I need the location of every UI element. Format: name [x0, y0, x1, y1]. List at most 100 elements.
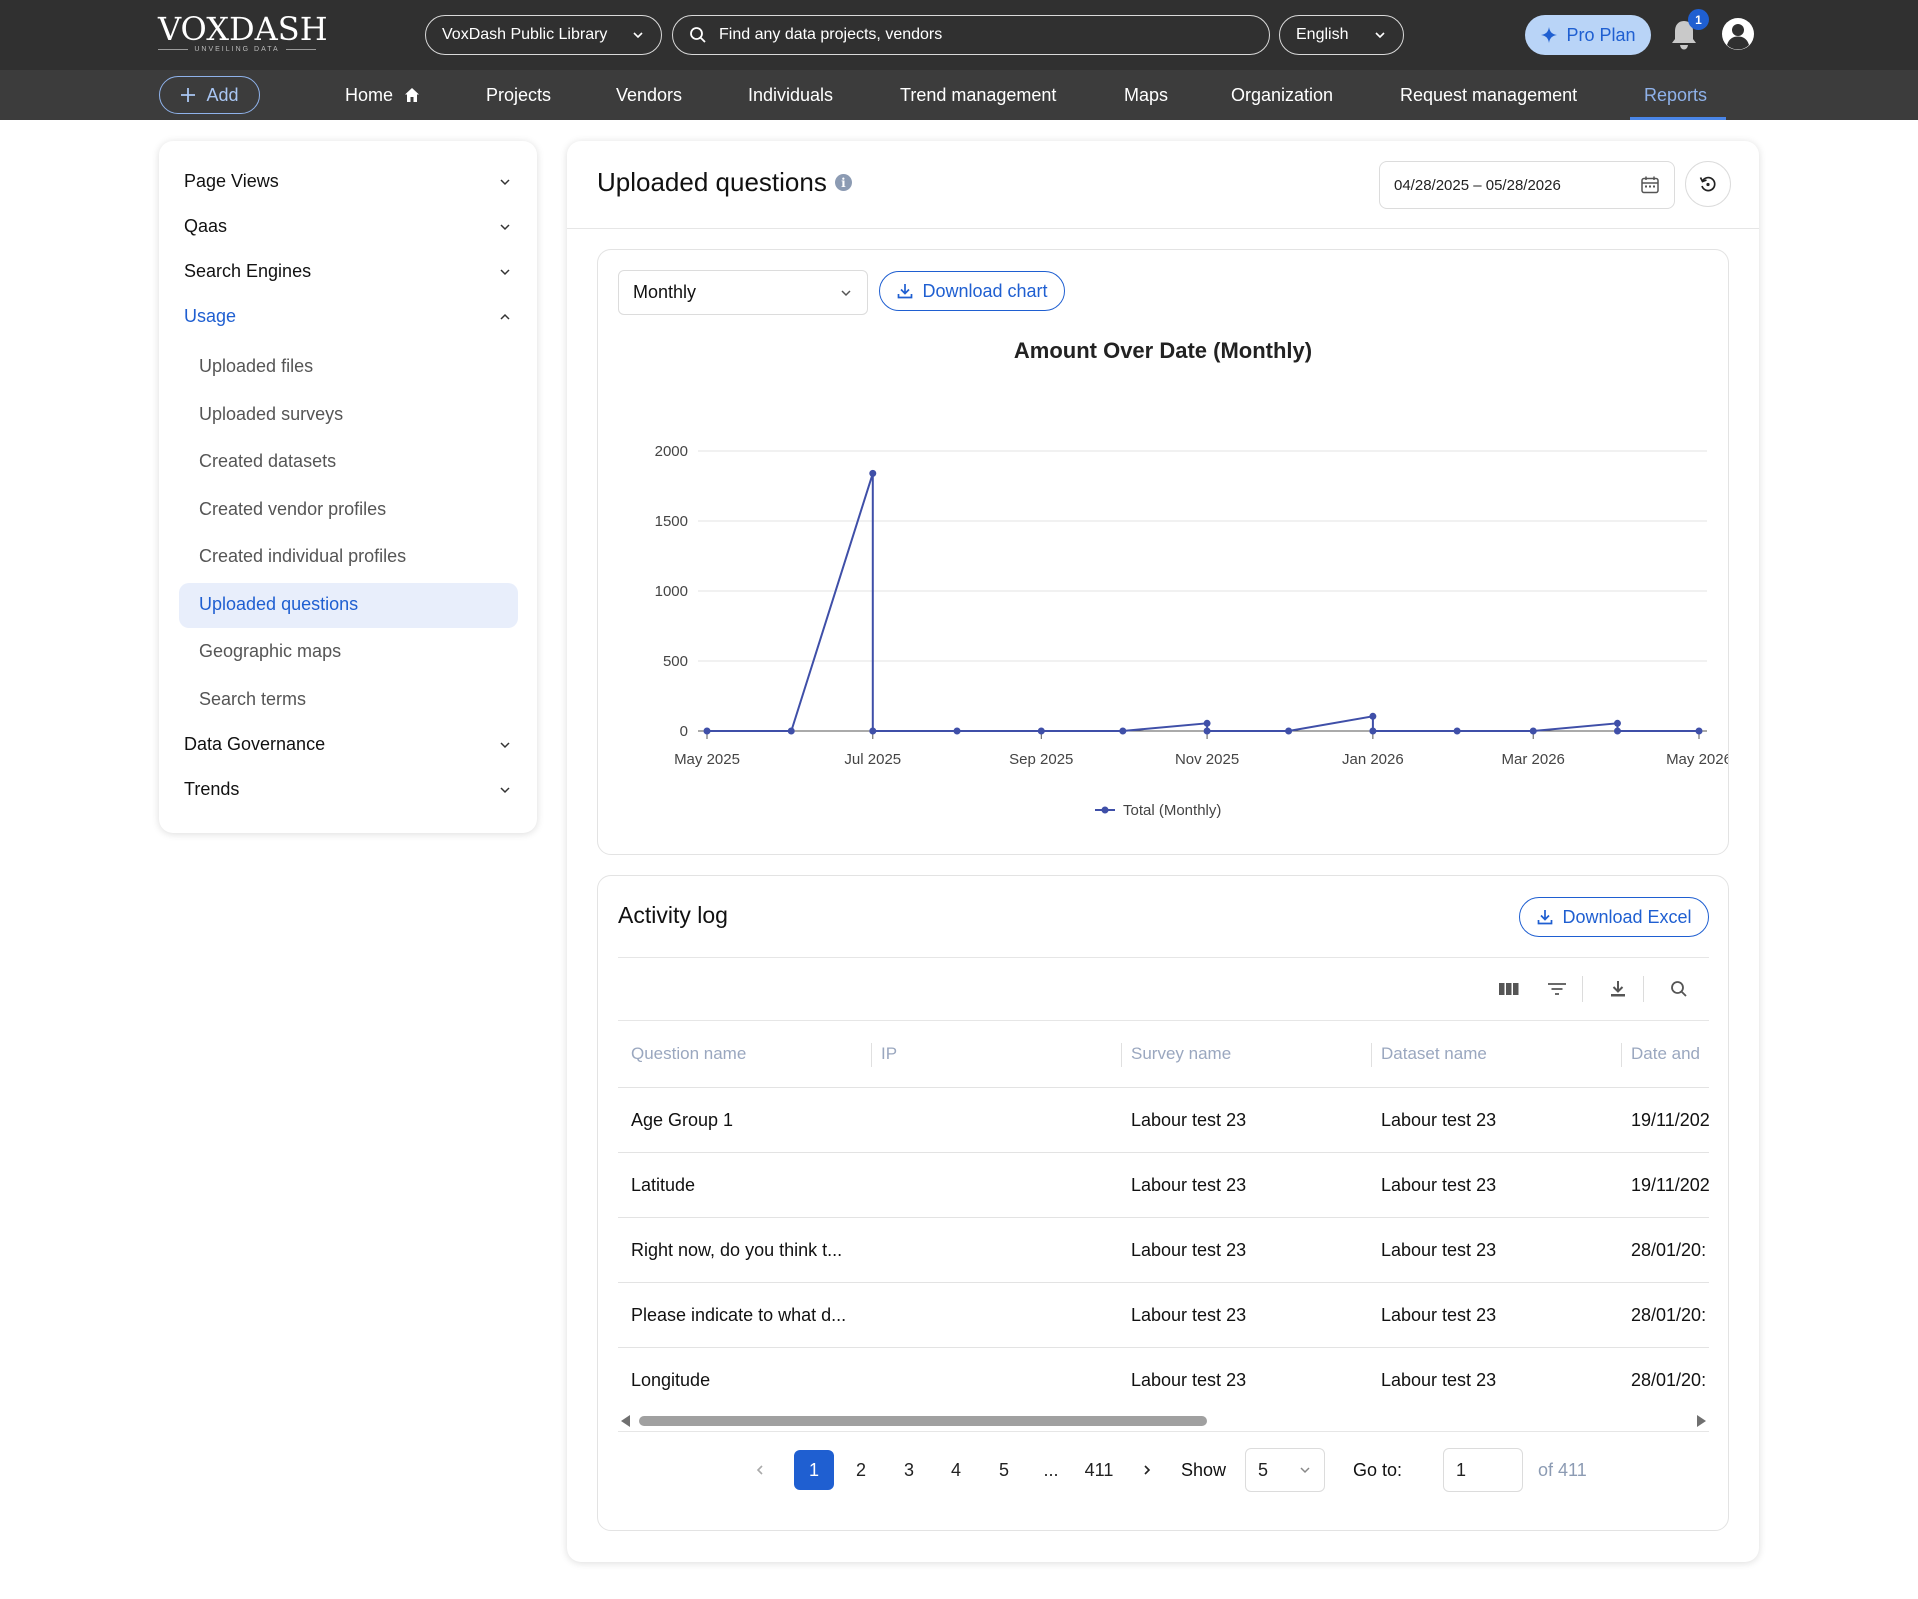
- table-row[interactable]: Age Group 1 Labour test 23 Labour test 2…: [618, 1087, 1709, 1152]
- horizontal-scrollbar[interactable]: [618, 1414, 1709, 1428]
- reset-button[interactable]: [1685, 161, 1731, 207]
- column-header-dataset-name[interactable]: Dataset name: [1381, 1044, 1487, 1063]
- column-divider[interactable]: [871, 1043, 872, 1067]
- page-size-select[interactable]: 5: [1245, 1448, 1325, 1492]
- export-icon[interactable]: [1605, 976, 1631, 1002]
- column-header-ip[interactable]: IP: [881, 1044, 898, 1063]
- scrollbar-thumb[interactable]: [639, 1416, 1207, 1426]
- nav-item-trend-management[interactable]: Trend management: [900, 84, 1057, 105]
- library-select[interactable]: VoxDash Public Library: [425, 15, 662, 55]
- sidebar-item-created-datasets[interactable]: Created datasets: [199, 451, 337, 471]
- nav-item-vendors[interactable]: Vendors: [616, 84, 683, 105]
- date-range-picker[interactable]: 04/28/2025 – 05/28/2026: [1379, 161, 1675, 209]
- home-icon: [405, 88, 420, 102]
- nav-item-organization[interactable]: Organization: [1231, 84, 1334, 105]
- sidebar-item-created-vendor-profiles[interactable]: Created vendor profiles: [199, 499, 387, 519]
- y-tick-label: 0: [680, 723, 688, 740]
- sidebar-group-label: Qaas: [184, 216, 228, 236]
- page-button-4[interactable]: 4: [950, 1459, 961, 1480]
- table-row[interactable]: Latitude Labour test 23 Labour test 23 1…: [618, 1152, 1709, 1217]
- nav-item-request-management[interactable]: Request management: [1400, 84, 1578, 105]
- sidebar-group-search-engines[interactable]: Search Engines: [184, 261, 512, 282]
- page-title-row: Uploaded questions i: [597, 167, 852, 198]
- divider: [1582, 976, 1583, 1002]
- table-row[interactable]: Please indicate to what d... Labour test…: [618, 1282, 1709, 1347]
- sidebar-item-uploaded-surveys[interactable]: Uploaded surveys: [199, 404, 344, 424]
- nav-item-home[interactable]: Home: [345, 70, 421, 120]
- nav-item-maps[interactable]: Maps: [1124, 84, 1169, 105]
- sidebar-group-trends[interactable]: Trends: [184, 779, 512, 800]
- column-header-date[interactable]: Date and: [1631, 1044, 1700, 1063]
- sidebar-item-uploaded-questions[interactable]: Uploaded questions: [199, 594, 359, 614]
- y-tick-label: 500: [663, 653, 688, 670]
- add-button[interactable]: Add: [159, 76, 260, 114]
- data-point: [1119, 727, 1127, 735]
- page-button-2[interactable]: 2: [855, 1459, 866, 1480]
- column-header-survey-name[interactable]: Survey name: [1131, 1044, 1232, 1063]
- nav-item-individuals[interactable]: Individuals: [748, 84, 834, 105]
- goto-page-input[interactable]: [1443, 1448, 1523, 1492]
- filter-icon[interactable]: [1544, 976, 1570, 1002]
- table-row[interactable]: Right now, do you think t... Labour test…: [618, 1217, 1709, 1282]
- data-point: [1203, 719, 1211, 727]
- column-divider[interactable]: [1371, 1043, 1372, 1067]
- download-excel-button[interactable]: Download Excel: [1519, 897, 1709, 937]
- sidebar-group-usage[interactable]: Usage: [184, 306, 512, 327]
- sidebar-group-page-views[interactable]: Page Views: [184, 171, 512, 192]
- period-select[interactable]: Monthly: [618, 270, 868, 315]
- cell-question-name: Age Group 1: [631, 1110, 734, 1130]
- divider: [158, 49, 189, 50]
- data-point: [1037, 727, 1045, 735]
- main-nav: Add Home Projects Vendors Individuals Tr…: [0, 70, 1918, 120]
- x-tick-label: Mar 2026: [1502, 751, 1565, 768]
- page-size-value: 5: [1258, 1459, 1269, 1480]
- x-tick-label: Jan 2026: [1342, 751, 1404, 768]
- page-button-1[interactable]: 1: [794, 1450, 834, 1490]
- chevron-right-icon: [1144, 1465, 1151, 1475]
- sidebar-group-qaas[interactable]: Qaas: [184, 216, 512, 237]
- data-point: [1369, 727, 1377, 735]
- table-row[interactable]: Longitude Labour test 23 Labour test 23 …: [618, 1347, 1709, 1404]
- next-page-button[interactable]: [1127, 1450, 1167, 1490]
- nav-item-reports[interactable]: Reports: [1644, 84, 1708, 105]
- sidebar-group-data-governance[interactable]: Data Governance: [184, 734, 512, 755]
- y-tick-label: 1000: [655, 583, 688, 600]
- sidebar-item-created-individual-profiles[interactable]: Created individual profiles: [199, 546, 407, 566]
- nav-item-projects[interactable]: Projects: [486, 84, 552, 105]
- active-nav-indicator: [1630, 117, 1726, 120]
- column-divider[interactable]: [1121, 1043, 1122, 1067]
- user-avatar-icon[interactable]: [1721, 17, 1755, 51]
- cell-dataset-name: Labour test 23: [1381, 1240, 1497, 1260]
- chevron-up-icon: [500, 313, 510, 320]
- cell-survey-name: Labour test 23: [1131, 1175, 1247, 1195]
- line-chart: Amount Over Date (Monthly) 0 500 1000 1500 2…: [655, 338, 1728, 819]
- pro-plan-button[interactable]: Pro Plan: [1525, 15, 1651, 55]
- global-search[interactable]: [672, 15, 1270, 55]
- download-chart-label: Download chart: [922, 280, 1048, 301]
- sidebar-item-search-terms[interactable]: Search terms: [199, 689, 307, 709]
- columns-icon[interactable]: [1496, 976, 1522, 1002]
- voxdash-logo[interactable]: VOXDASH UNVEILING DATA: [158, 10, 328, 58]
- search-icon[interactable]: [1666, 976, 1692, 1002]
- scroll-left-arrow[interactable]: [621, 1415, 630, 1427]
- data-point: [1285, 727, 1293, 735]
- page-button-5[interactable]: 5: [998, 1459, 1009, 1480]
- sidebar-item-geographic-maps[interactable]: Geographic maps: [199, 641, 342, 661]
- sidebar-group-label: Page Views: [184, 171, 279, 191]
- sidebar-group-label: Usage: [184, 306, 237, 326]
- download-chart-button[interactable]: Download chart: [879, 271, 1065, 311]
- language-select[interactable]: English: [1279, 15, 1404, 55]
- page-button-last[interactable]: 411: [1084, 1459, 1114, 1480]
- search-input[interactable]: [719, 26, 1239, 44]
- page-button-3[interactable]: 3: [903, 1459, 914, 1480]
- prev-page-button[interactable]: [740, 1450, 780, 1490]
- page-title: Uploaded questions: [597, 167, 827, 197]
- cell-question-name: Latitude: [631, 1175, 696, 1195]
- scroll-right-arrow[interactable]: [1697, 1415, 1706, 1427]
- data-point: [1453, 727, 1461, 735]
- column-header-question-name[interactable]: Question name: [631, 1044, 747, 1063]
- info-icon[interactable]: i: [834, 174, 852, 191]
- column-divider[interactable]: [1621, 1043, 1622, 1067]
- sidebar-item-uploaded-files[interactable]: Uploaded files: [199, 356, 314, 376]
- top-header: VOXDASH UNVEILING DATA VoxDash Public Li…: [0, 0, 1918, 70]
